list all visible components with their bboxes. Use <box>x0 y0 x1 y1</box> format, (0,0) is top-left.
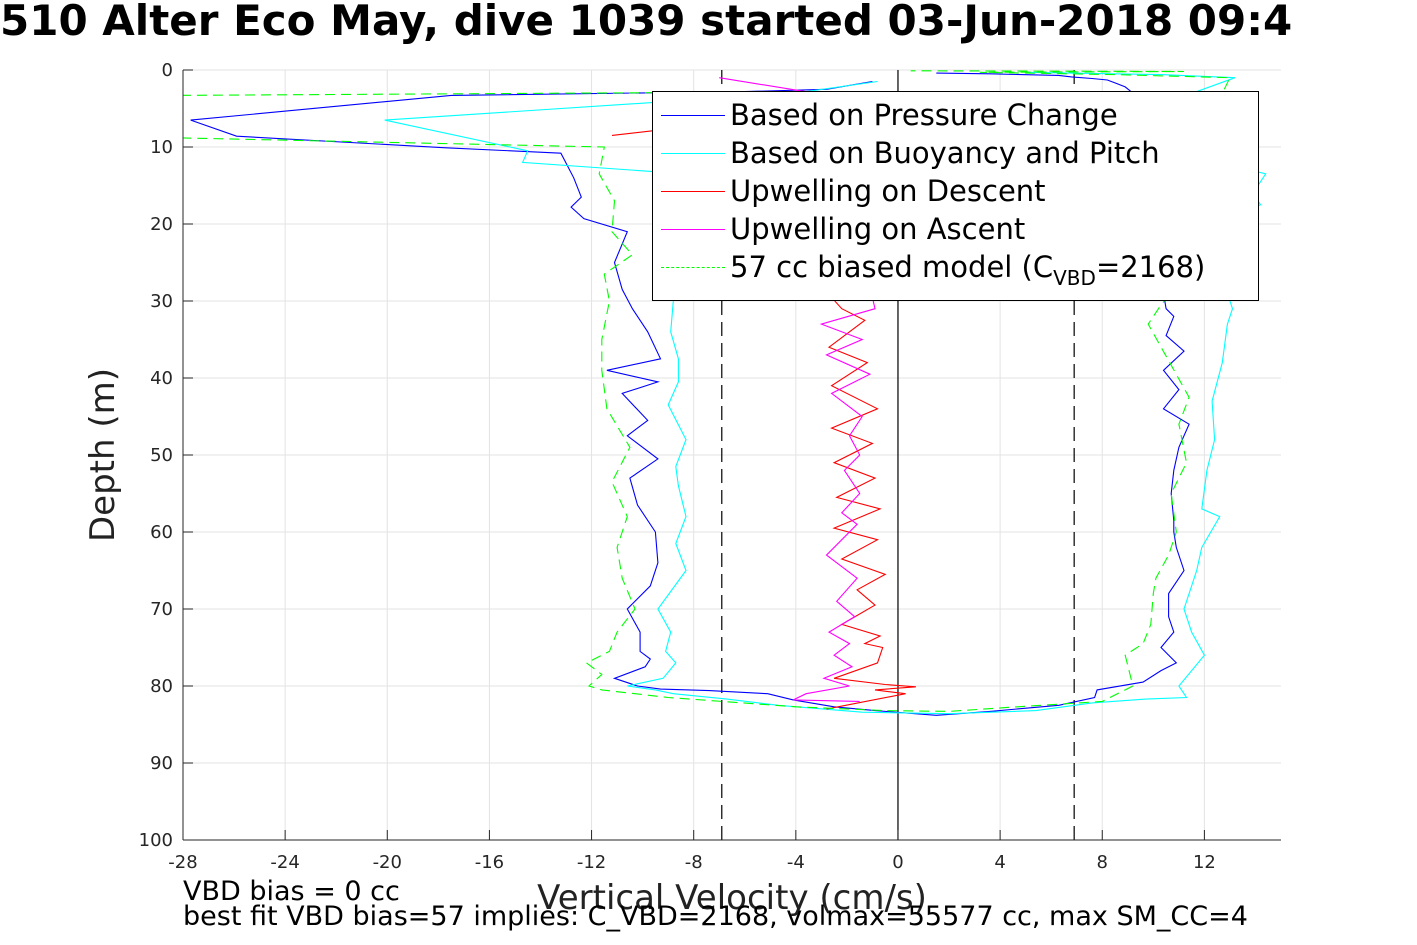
legend-item-pressure: Based on Pressure Change <box>653 96 1258 134</box>
legend-swatch <box>661 115 725 116</box>
series-line-2 <box>611 127 916 710</box>
footnote-vbd-bias: VBD bias = 0 cc <box>183 876 400 907</box>
y-tick-label: 60 <box>150 522 173 543</box>
x-tick-label: -28 <box>168 852 197 873</box>
y-tick-label: 20 <box>150 214 173 235</box>
y-tick-label: 90 <box>150 753 173 774</box>
legend: Based on Pressure Change Based on Buoyan… <box>652 91 1259 301</box>
x-tick-label: 8 <box>1097 852 1108 873</box>
series-line-3 <box>719 77 881 702</box>
legend-label-prefix: 57 cc biased model (C <box>730 250 1054 284</box>
legend-label-suffix: =2168) <box>1095 250 1206 284</box>
legend-swatch <box>661 153 725 154</box>
x-tick-label: -20 <box>373 852 402 873</box>
legend-label-subscript: VBD <box>1053 266 1096 290</box>
x-tick-label: 4 <box>994 852 1005 873</box>
y-tick-label: 100 <box>139 830 173 851</box>
x-tick-label: -8 <box>685 852 703 873</box>
x-tick-label: -16 <box>475 852 504 873</box>
x-tick-label: 0 <box>892 852 903 873</box>
legend-swatch <box>661 191 725 192</box>
legend-item-upwelling-ascent: Upwelling on Ascent <box>653 210 1258 248</box>
series-line-4 <box>183 70 1231 712</box>
y-tick-label: 0 <box>162 60 173 81</box>
legend-swatch <box>661 267 725 268</box>
x-tick-label: -12 <box>577 852 606 873</box>
x-tick-label: -24 <box>270 852 299 873</box>
legend-item-buoyancy: Based on Buoyancy and Pitch <box>653 134 1258 172</box>
legend-item-biased-model: 57 cc biased model (CVBD=2168) <box>653 248 1258 290</box>
legend-label: Upwelling on Ascent <box>730 212 1026 246</box>
y-tick-label: 30 <box>150 291 173 312</box>
legend-label: Based on Buoyancy and Pitch <box>730 136 1160 170</box>
y-tick-label: 70 <box>150 599 173 620</box>
y-axis-label: Depth (m) <box>83 367 123 543</box>
legend-swatch <box>661 229 725 230</box>
x-axis-label: Vertical Velocity (cm/s) <box>537 878 927 918</box>
legend-label: 57 cc biased model (CVBD=2168) <box>730 248 1205 297</box>
y-tick-label: 10 <box>150 137 173 158</box>
legend-item-upwelling-descent: Upwelling on Descent <box>653 172 1258 210</box>
footnote-best-fit: best fit VBD bias=57 implies: C_VBD=2168… <box>183 901 1248 932</box>
y-tick-label: 40 <box>150 368 173 389</box>
legend-label: Upwelling on Descent <box>730 174 1046 208</box>
chart-title: 510 Alter Eco May, dive 1039 started 03-… <box>0 0 1293 45</box>
y-tick-label: 50 <box>150 445 173 466</box>
x-tick-label: -4 <box>787 852 805 873</box>
y-tick-label: 80 <box>150 676 173 697</box>
x-tick-label: 12 <box>1193 852 1216 873</box>
legend-label: Based on Pressure Change <box>730 98 1118 132</box>
